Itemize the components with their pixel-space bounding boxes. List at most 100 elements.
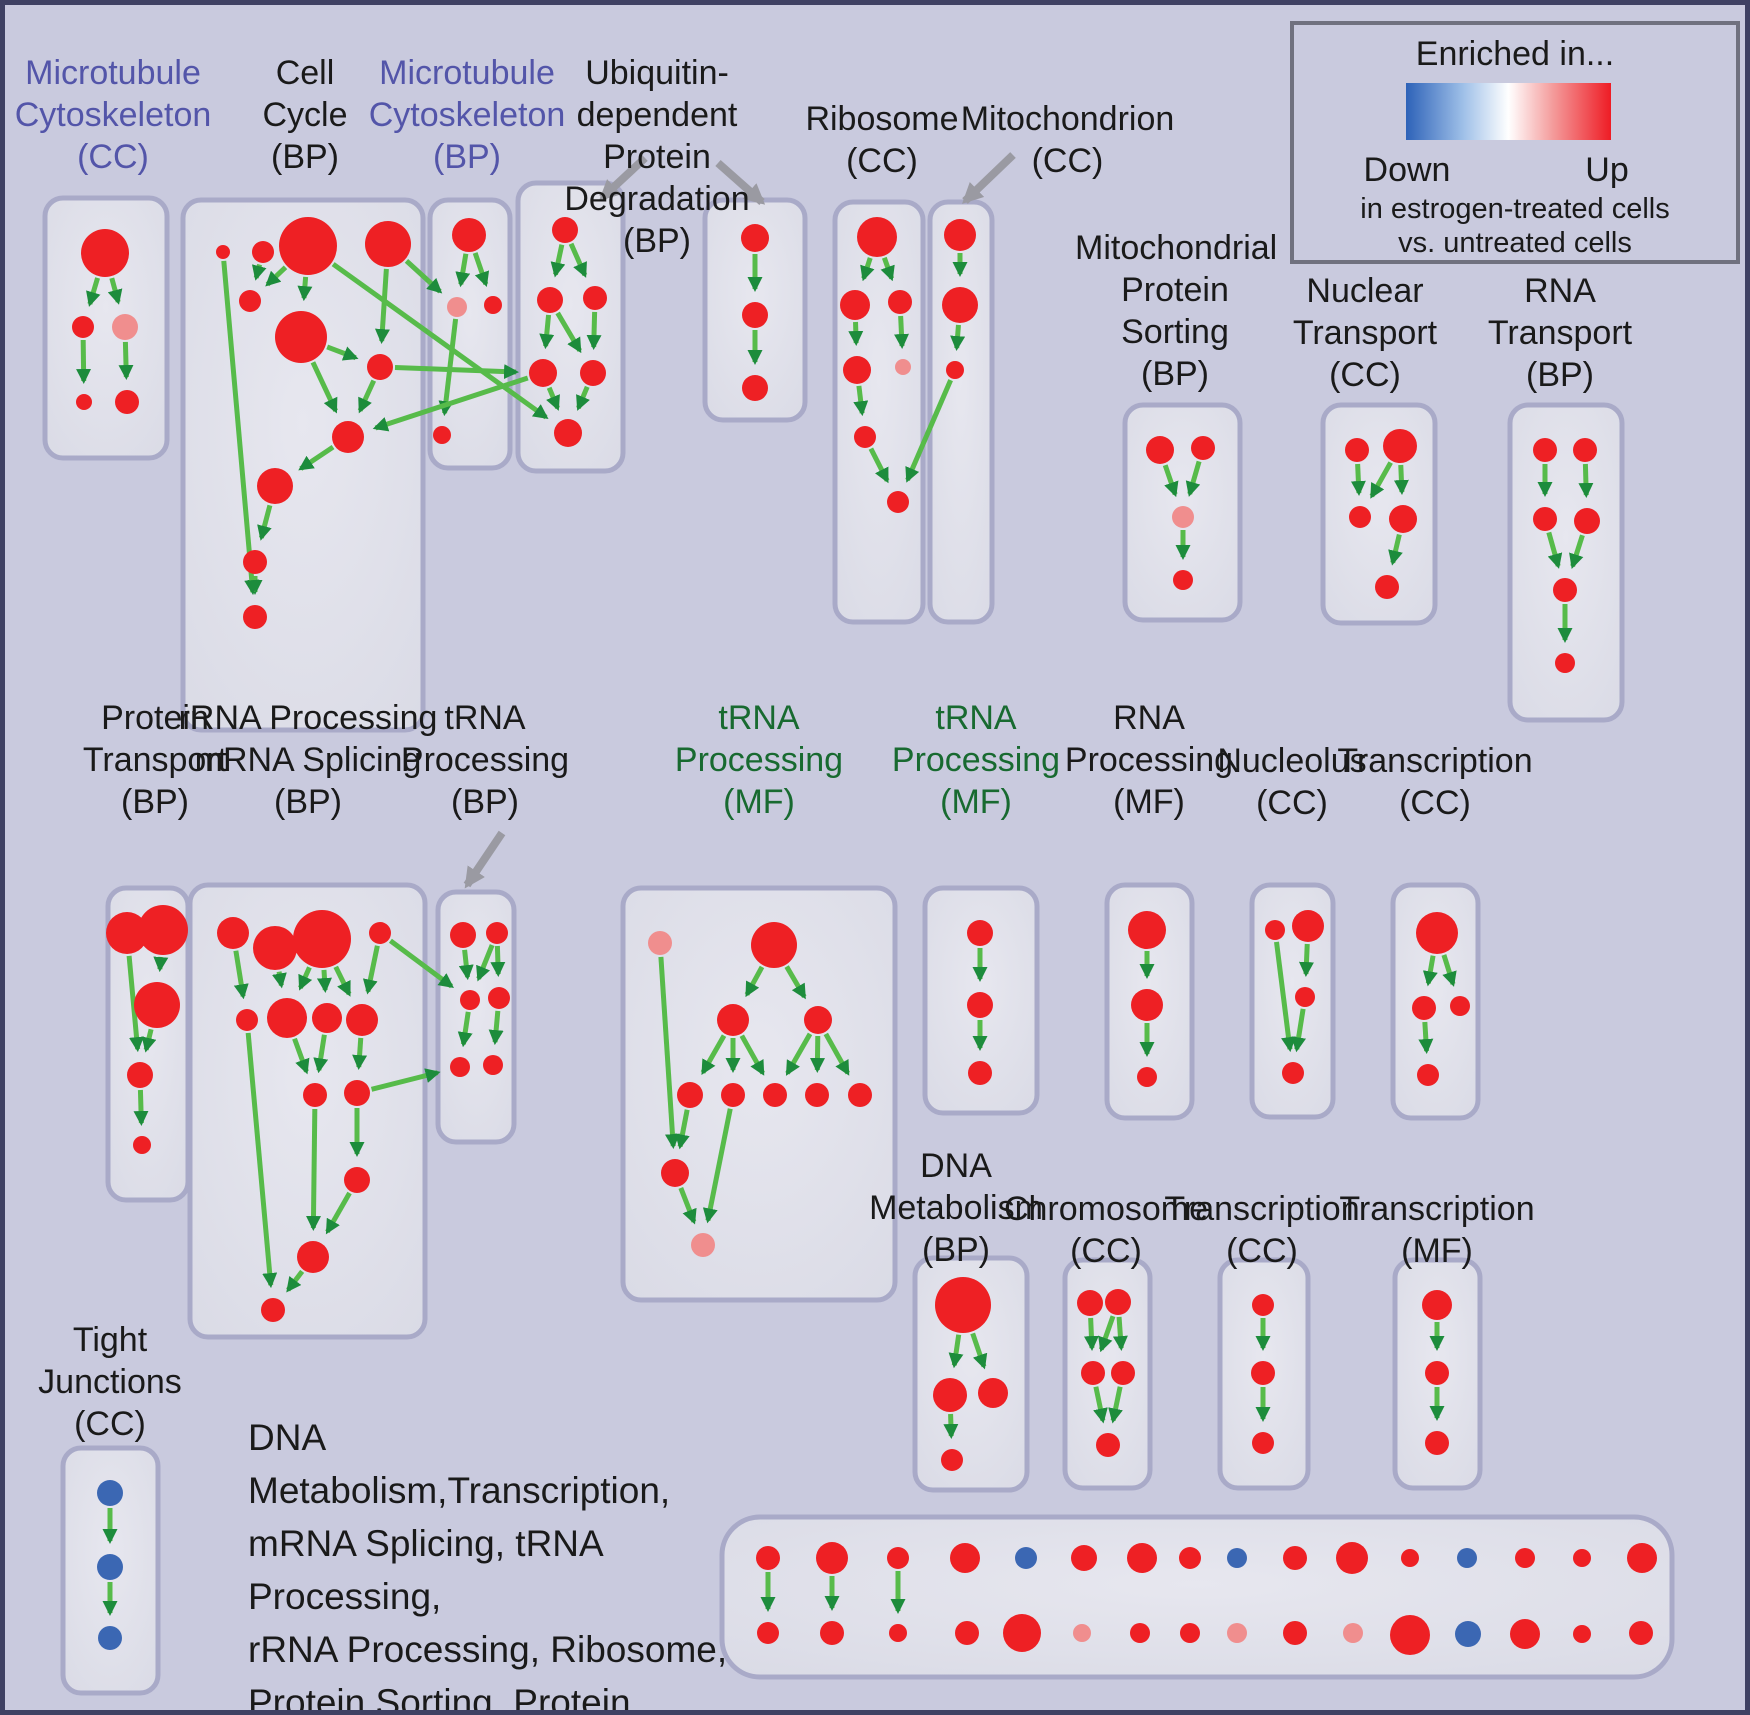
relation-arrow [893, 315, 909, 350]
relation-arrow [700, 1034, 727, 1076]
cluster-label-ubiquitin-degradation: Ubiquitin- dependent Protein Degradation… [564, 54, 750, 260]
go-term-node [312, 1003, 342, 1033]
go-term-node [76, 394, 92, 410]
network-canvas [42, 152, 1675, 1696]
go-term-node [216, 245, 230, 259]
relation-arrow [1112, 1316, 1128, 1352]
go-term-node [217, 917, 249, 949]
label-pointer-arrow [598, 155, 648, 201]
relation-arrow [331, 262, 549, 420]
cluster-box-trna_mf_big [620, 885, 898, 1303]
cluster-label-rna-processing-mf: RNA Processing (MF) [1064, 699, 1234, 821]
relation-arrow [568, 242, 588, 278]
go-term-node [721, 1083, 745, 1107]
go-term-node [950, 1543, 980, 1573]
relation-arrow [153, 956, 169, 973]
cluster-box-nucleolus [1249, 882, 1336, 1120]
go-term-node [253, 926, 297, 970]
go-term-node [677, 1082, 703, 1108]
relation-arrow [1369, 461, 1393, 499]
relation-arrow [1098, 1315, 1116, 1353]
go-term-node [1191, 436, 1215, 460]
relation-arrow [310, 361, 338, 414]
go-term-node [1128, 911, 1166, 949]
label-pointer-arrow [463, 830, 506, 889]
go-term-node [98, 1626, 122, 1650]
relation-arrow [286, 1269, 305, 1293]
go-term-node [1457, 1548, 1477, 1568]
label-pointer-arrow [961, 152, 1016, 204]
go-term-node [1412, 996, 1436, 1020]
relation-arrow [306, 1108, 322, 1232]
go-term-node [483, 1055, 503, 1075]
go-term-node [1533, 507, 1557, 531]
relation-arrow [233, 950, 249, 1000]
relation-arrow [1298, 943, 1314, 978]
relation-arrow [251, 263, 267, 281]
go-term-node [261, 1298, 285, 1322]
go-term-node [344, 1080, 370, 1106]
go-term-node [756, 1546, 780, 1570]
legend-up-label: Up [1585, 151, 1629, 189]
go-term-node [267, 998, 307, 1038]
go-term-node [452, 218, 486, 252]
go-term-node [1336, 1542, 1368, 1574]
go-term-node [1173, 570, 1193, 590]
relation-arrow [970, 1332, 988, 1370]
go-term-node [1131, 989, 1163, 1021]
go-term-node [1292, 910, 1324, 942]
relation-arrow [404, 259, 443, 294]
cluster-box-ribosome [832, 199, 926, 625]
go-term-node [112, 314, 138, 340]
relation-arrow [555, 311, 582, 354]
relation-arrow [860, 257, 875, 282]
relation-arrow [1441, 954, 1457, 987]
go-term-node [243, 550, 267, 574]
relation-arrow [785, 1032, 813, 1076]
go-term-node [447, 297, 467, 317]
relation-arrow [1388, 534, 1403, 566]
relation-arrow [1393, 464, 1409, 496]
relation-arrow [1093, 1386, 1108, 1424]
go-term-node [554, 419, 582, 447]
relation-arrow [702, 1108, 733, 1224]
cluster-box-bottom_misc [719, 1514, 1675, 1680]
cluster-box-ubiq_a [515, 180, 626, 474]
relation-arrow [948, 1334, 964, 1369]
cluster-label-tight-junctions: Tight Junctions (CC) [38, 1321, 182, 1443]
go-term-node [1375, 575, 1399, 599]
go-term-node [1251, 1361, 1275, 1385]
cluster-box-chromosome [1062, 1257, 1153, 1491]
go-term-node [751, 922, 797, 968]
go-term-node [1073, 1624, 1091, 1642]
relation-arrow [1185, 460, 1202, 497]
relation-arrow [372, 375, 529, 432]
go-term-node [537, 287, 563, 313]
go-term-node [239, 290, 261, 312]
go-term-node [717, 1004, 749, 1036]
relation-arrow [1418, 1021, 1434, 1055]
go-term-node [138, 905, 188, 955]
go-term-node [1343, 1623, 1363, 1643]
go-term-node [804, 1006, 832, 1034]
relation-arrow [265, 265, 288, 287]
relation-arrow [370, 1068, 441, 1092]
go-term-node [1515, 1548, 1535, 1568]
go-term-node [97, 1554, 123, 1580]
go-term-node [763, 1083, 787, 1107]
go-term-node [967, 920, 993, 946]
go-term-node [1146, 436, 1174, 464]
go-term-node [1172, 506, 1194, 528]
relation-arrow [457, 1011, 473, 1048]
go-term-node [820, 1621, 844, 1645]
relation-arrow [472, 252, 490, 288]
cluster-label-trna-processing-bp: tRNA Processing (BP) [400, 699, 570, 821]
go-term-node [1627, 1543, 1657, 1573]
go-term-node [1252, 1294, 1274, 1316]
legend-gradient-bar [1406, 83, 1611, 140]
go-term-node [529, 359, 557, 387]
cluster-box-transcription_cc [1390, 882, 1481, 1121]
relation-arrow [126, 955, 145, 1053]
cluster-box-rrna [187, 882, 428, 1340]
go-term-node [344, 1167, 370, 1193]
